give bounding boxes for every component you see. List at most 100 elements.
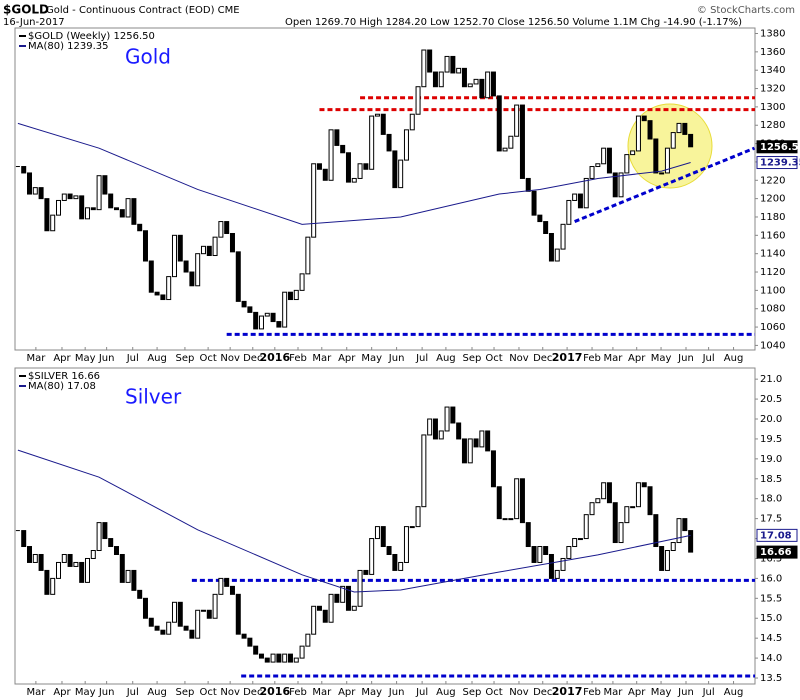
candle <box>392 150 398 189</box>
x-tick-label: Jul <box>415 687 428 698</box>
candle <box>84 207 90 220</box>
candle <box>363 163 369 170</box>
candle <box>299 645 305 659</box>
y-tick-label: 16.5 <box>760 553 782 564</box>
price-tag-label: 1256.50 <box>760 142 800 153</box>
candle <box>461 67 467 88</box>
candle <box>548 553 554 579</box>
candle <box>345 585 351 611</box>
candle <box>311 163 317 238</box>
candle <box>421 49 427 88</box>
x-tick-label: Nov <box>509 687 529 698</box>
candle <box>392 553 398 571</box>
candle <box>444 55 450 73</box>
candle <box>229 585 235 595</box>
candle <box>589 166 595 179</box>
candle <box>55 561 61 579</box>
x-tick-label: Oct <box>485 687 502 698</box>
candle <box>154 291 160 296</box>
candle <box>659 172 665 175</box>
candle <box>490 71 496 97</box>
candle <box>635 482 641 508</box>
candle <box>485 430 491 452</box>
candle <box>496 95 502 152</box>
candle <box>73 195 79 200</box>
candle <box>218 577 224 595</box>
x-tick-label: Apr <box>338 687 356 698</box>
candle <box>409 526 415 529</box>
y-tick-label: 14.0 <box>760 653 782 664</box>
candle <box>444 406 450 432</box>
x-tick-label: Feb <box>583 353 601 364</box>
x-tick-label: Dec <box>243 687 262 698</box>
x-tick-label: May <box>75 353 96 364</box>
candle <box>195 609 201 639</box>
candle <box>90 207 96 211</box>
candle <box>148 260 154 293</box>
candle <box>293 657 299 663</box>
y-tick-label: 1200 <box>760 194 785 205</box>
x-tick-label: Sep <box>463 353 482 364</box>
y-tick-label: 18.0 <box>760 494 782 505</box>
candle <box>38 553 44 571</box>
x-tick-label: Feb <box>289 687 307 698</box>
candle <box>624 506 630 524</box>
candle <box>206 609 212 619</box>
candle <box>508 135 514 149</box>
candle <box>560 557 566 571</box>
candle <box>415 506 421 528</box>
x-tick-label: Jun <box>677 687 694 698</box>
candle <box>26 546 32 563</box>
candle <box>328 593 334 623</box>
candle <box>398 561 404 571</box>
candle <box>612 502 618 544</box>
y-tick-label: 1080 <box>760 304 785 315</box>
candle <box>206 245 212 257</box>
candle <box>166 621 172 635</box>
candle <box>334 129 340 146</box>
candle <box>543 546 549 555</box>
candle <box>340 144 346 154</box>
candle <box>438 71 444 88</box>
x-tick-label: Apr <box>53 687 71 698</box>
candle <box>531 190 537 216</box>
candle <box>525 522 531 548</box>
candle <box>664 550 670 571</box>
symbol: $GOLD <box>3 3 49 17</box>
candle <box>183 625 189 631</box>
x-tick-label: Jul <box>415 353 428 364</box>
candle <box>119 553 125 583</box>
candle <box>682 518 688 532</box>
candle <box>641 115 647 122</box>
y-tick-label: 15.0 <box>760 613 782 624</box>
candle <box>688 133 694 148</box>
candle <box>473 438 479 448</box>
x-tick-label: May <box>361 353 382 364</box>
y-tick-label: 16.0 <box>760 573 782 584</box>
candle <box>351 177 357 183</box>
candle <box>409 113 415 131</box>
candle <box>137 589 143 599</box>
candle <box>264 312 270 317</box>
candle <box>113 207 119 211</box>
candle <box>148 617 154 627</box>
x-tick-label: Mar <box>603 687 623 698</box>
x-tick-label: Sep <box>175 687 194 698</box>
candle <box>490 450 496 488</box>
y-tick-label: 1040 <box>760 340 785 351</box>
candle <box>200 245 206 255</box>
legend-label: $GOLD (Weekly) 1256.50 <box>28 31 155 42</box>
y-tick-label: 13.5 <box>760 673 782 684</box>
candle <box>253 645 259 655</box>
x-tick-label: Mar <box>603 353 623 364</box>
y-tick-label: 20.5 <box>760 394 782 405</box>
candle <box>108 538 114 548</box>
candle <box>670 542 676 552</box>
candle <box>618 522 624 544</box>
price-tag-label: 16.66 <box>760 547 792 558</box>
candle <box>189 629 195 639</box>
price-tag-label: 17.08 <box>760 530 792 541</box>
candle <box>67 553 73 567</box>
y-tick-label: 1060 <box>760 322 785 333</box>
x-tick-label: Jul <box>702 353 715 364</box>
